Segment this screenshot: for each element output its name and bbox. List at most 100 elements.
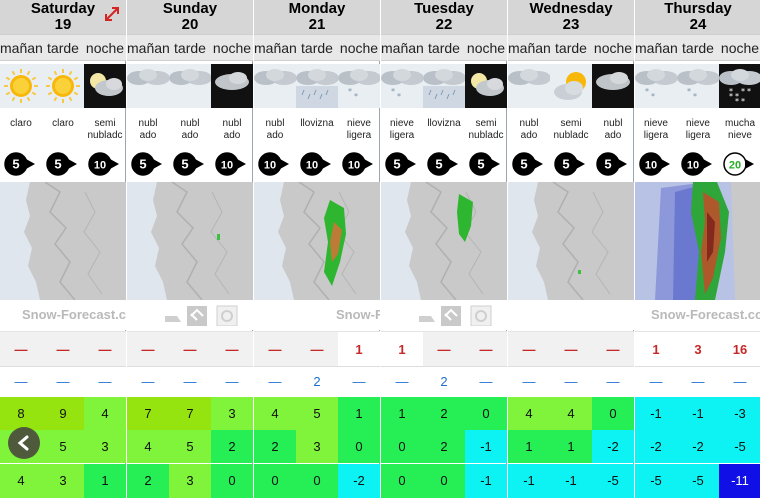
summary-line: ligera xyxy=(685,130,711,141)
rain-amount: 2 xyxy=(313,374,321,389)
svg-text:*: * xyxy=(693,92,697,101)
period-row: mañana tarde noche xyxy=(254,34,380,61)
sun-cloud-icon xyxy=(550,64,592,108)
rain-amount: — xyxy=(564,374,578,389)
day-name: Wednesday xyxy=(529,0,613,17)
svg-text:5: 5 xyxy=(604,157,611,172)
svg-text:5: 5 xyxy=(139,157,146,172)
day-name: Sunday xyxy=(162,0,218,17)
temperature-row: -1 -1 -3 xyxy=(635,397,760,430)
temperature-value: 2 xyxy=(211,430,253,463)
rain-row: — — — xyxy=(635,367,760,397)
wind-arrow-icon: 10 xyxy=(254,146,296,182)
period-label: noche xyxy=(339,40,379,56)
scroll-left-button[interactable] xyxy=(8,427,40,459)
summary-line: semi xyxy=(475,118,497,129)
snow-amount: 1 xyxy=(381,332,423,366)
rain-amount: — xyxy=(56,374,70,389)
period-label: tarde xyxy=(47,40,79,56)
temperature-row: 0 2 -1 xyxy=(381,430,507,463)
temperature-value: -1 xyxy=(550,464,592,498)
temperature-value: 0 xyxy=(296,464,338,498)
summary-line: nubl xyxy=(180,118,200,129)
day-date: 23 xyxy=(562,16,580,33)
svg-text:*: * xyxy=(735,97,739,106)
summary-text: nieve ligera xyxy=(381,108,423,146)
temperature-value: 9 xyxy=(42,397,84,430)
summary-text: semi nubladc xyxy=(84,108,126,146)
period-label: noche xyxy=(593,40,633,56)
logo-strip: Snow-Forecast.com xyxy=(0,300,126,330)
night-cloud-icon xyxy=(592,64,634,108)
wind-arrow-icon: 5 xyxy=(169,146,211,182)
temperature-value: 1 xyxy=(338,397,380,430)
svg-text:20: 20 xyxy=(729,160,741,172)
snow-amount: — xyxy=(310,342,324,357)
summary-line: claro xyxy=(52,118,74,129)
temperature-value: 7 xyxy=(169,397,211,430)
night-cloud-icon xyxy=(211,64,253,108)
summary-line: ligera xyxy=(389,130,415,141)
snow-map[interactable] xyxy=(381,182,507,300)
wind-arrow-icon: 5 xyxy=(381,146,423,182)
temperature-row: 0 0 -1 xyxy=(381,464,507,498)
snow-map[interactable] xyxy=(635,182,760,300)
summary-line: nubladc xyxy=(468,130,504,141)
svg-text:10: 10 xyxy=(687,160,699,172)
temperature-value: 4 xyxy=(508,397,550,430)
logo-strip xyxy=(127,300,253,330)
map-controls-icon[interactable] xyxy=(417,304,497,330)
summary-line: nubladc xyxy=(87,130,123,141)
summary-line: nieve xyxy=(728,130,752,141)
snow-cloud-icon: * * xyxy=(677,64,719,108)
summary-row: nubl ado semi nubladc nubl ado xyxy=(508,108,634,146)
snow-map[interactable] xyxy=(254,182,380,300)
day-header: Tuesday 22 xyxy=(381,0,507,34)
svg-text:10: 10 xyxy=(264,160,276,172)
svg-text:*: * xyxy=(687,87,691,96)
snow-map[interactable] xyxy=(0,182,126,300)
day-header: Wednesday 23 xyxy=(508,0,634,34)
summary-line: nieve xyxy=(347,118,371,129)
temperature-value: 4 xyxy=(550,397,592,430)
period-label: mañana xyxy=(254,40,296,56)
temperature-value: 8 xyxy=(0,397,42,430)
summary-text: semi nubladc xyxy=(550,108,592,146)
day-date: 22 xyxy=(435,16,453,33)
rain-amount: — xyxy=(183,374,197,389)
wind-arrow-icon: 5 xyxy=(550,146,592,182)
svg-text:*: * xyxy=(741,87,745,96)
summary-line: ado xyxy=(520,130,538,141)
snow-amount: 16 xyxy=(719,332,760,366)
snow-amount: — xyxy=(522,342,536,357)
temperature-value: 1 xyxy=(550,430,592,463)
snow-map[interactable] xyxy=(127,182,253,300)
logo-strip xyxy=(381,300,507,330)
temperature-value: 2 xyxy=(423,430,465,463)
rain-amount: — xyxy=(733,374,747,389)
temperature-value: 1 xyxy=(84,464,126,498)
rain-amount: — xyxy=(691,374,705,389)
snow-amount: — xyxy=(14,342,28,357)
temperature-value: 0 xyxy=(211,464,253,498)
weather-icon-row: * * xyxy=(381,64,507,108)
temperature-value: 0 xyxy=(338,430,380,463)
snow-map[interactable] xyxy=(508,182,634,300)
summary-line: nubl xyxy=(603,118,623,129)
summary-text: llovizna xyxy=(296,108,338,146)
wind-arrow-icon: 5 xyxy=(127,146,169,182)
expand-icon[interactable] xyxy=(102,4,122,24)
summary-line: nubladc xyxy=(553,130,589,141)
svg-text:*: * xyxy=(747,87,751,96)
rain-row: — 2 — xyxy=(381,367,507,397)
period-label: tarde xyxy=(301,40,333,56)
rain-amount: — xyxy=(649,374,663,389)
svg-text:10: 10 xyxy=(306,160,318,172)
day-date: 19 xyxy=(54,16,72,33)
snow-row: 1 3 16 xyxy=(635,331,760,367)
map-controls-icon[interactable] xyxy=(163,304,243,330)
snow-cloud-icon: * * xyxy=(338,64,380,108)
